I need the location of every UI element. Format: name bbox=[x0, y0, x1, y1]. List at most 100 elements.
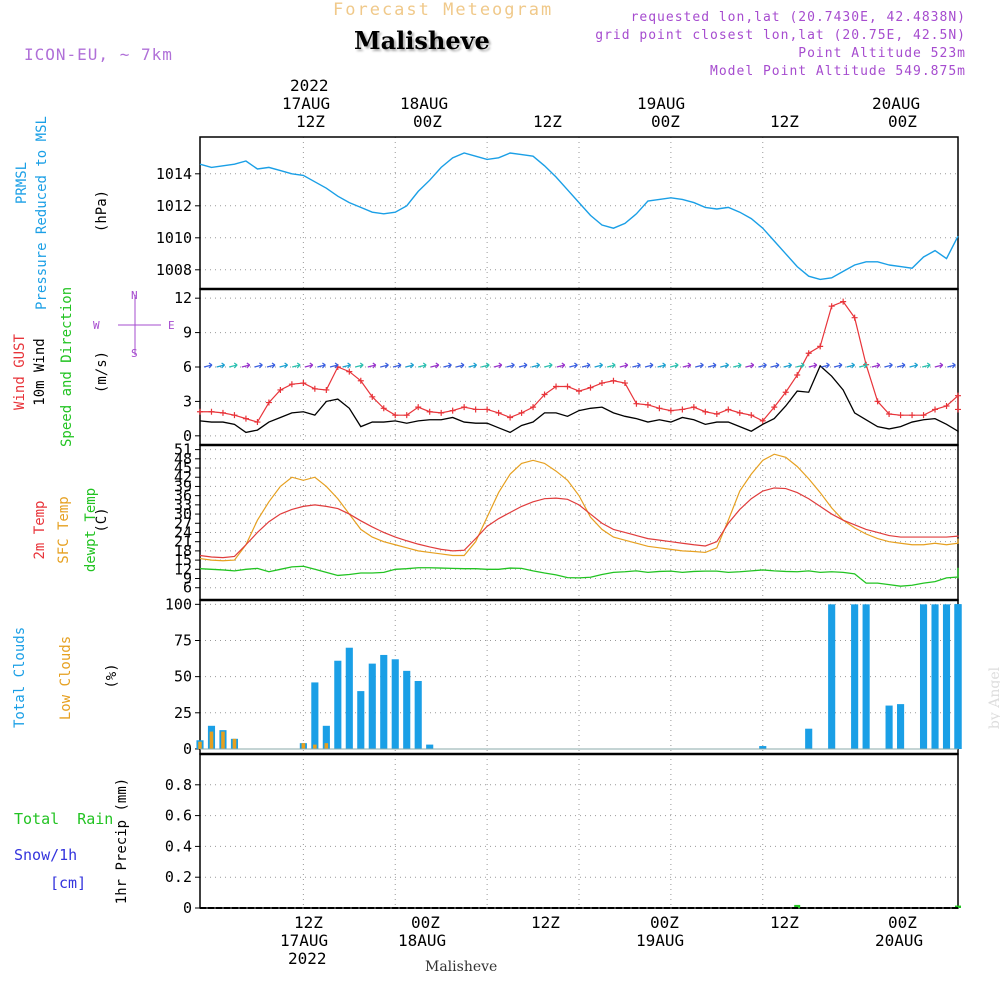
precip-ytick-label: 0.8 bbox=[165, 776, 192, 794]
wind-gust-point bbox=[886, 411, 893, 418]
wind-direction-arrow bbox=[733, 362, 742, 369]
wind-gust-point bbox=[311, 385, 318, 392]
total-cloud-bar bbox=[368, 663, 376, 749]
footer-location: Malisheve bbox=[425, 959, 498, 975]
pressure-ytick-label: 1014 bbox=[156, 165, 192, 183]
wind-gust-point bbox=[736, 409, 743, 416]
temp-ytick-label: 33 bbox=[174, 496, 192, 514]
precip-ytick-label: 0.4 bbox=[165, 837, 192, 855]
temp-ytick-label: 21 bbox=[174, 533, 192, 551]
wind-direction-arrow bbox=[657, 362, 667, 369]
wind-gust-point bbox=[564, 383, 571, 390]
top-year-label: 2022 bbox=[290, 76, 329, 95]
wind-gust-point bbox=[748, 412, 755, 419]
pressure-ytick-label: 1010 bbox=[156, 229, 192, 247]
wind-gust-point bbox=[449, 407, 456, 414]
wind-gust-point bbox=[828, 303, 835, 310]
wind-ytick-label: 6 bbox=[183, 358, 192, 376]
rain-bar bbox=[955, 905, 961, 908]
wind-gust-point bbox=[610, 377, 617, 384]
wind-direction-arrow bbox=[266, 362, 276, 369]
wind-gust-point bbox=[644, 401, 651, 408]
wind-gust-point bbox=[805, 350, 812, 357]
wind-direction-arrow bbox=[292, 362, 301, 369]
total-cloud-bar bbox=[311, 682, 319, 749]
temp-ytick-label: 18 bbox=[174, 542, 192, 560]
temp-dew-series-line bbox=[199, 565, 959, 587]
wind-direction-arrow bbox=[758, 362, 767, 369]
temp-sfc-series-line bbox=[199, 453, 959, 562]
wind-gust-point bbox=[713, 411, 720, 418]
wind-direction-arrow bbox=[380, 362, 389, 369]
rain-label: Total Rain bbox=[14, 810, 114, 828]
wind-gust-point bbox=[553, 383, 560, 390]
wind-gust-point bbox=[621, 380, 628, 387]
total-cloud-bar bbox=[403, 670, 411, 749]
total-cloud-bar bbox=[954, 604, 962, 749]
wind-gust-point bbox=[530, 404, 537, 411]
temp-ytick-label: 27 bbox=[174, 514, 192, 532]
temp-ytick-label: 15 bbox=[174, 551, 192, 569]
gridpoint-coords: grid point closest lon,lat (20.75E, 42.5… bbox=[595, 28, 966, 43]
wind-direction-arrow bbox=[229, 362, 238, 369]
top-tick-time-3: 00Z bbox=[651, 112, 680, 131]
temp-ytick-label: 36 bbox=[174, 487, 192, 505]
wind-direction-arrow bbox=[493, 362, 503, 369]
bottom-tick-date-1: 18AUG bbox=[398, 931, 447, 950]
snow-label: Snow/1h bbox=[14, 846, 78, 864]
bottom-tick-time-1: 00Z bbox=[411, 913, 440, 932]
wind-direction-arrow bbox=[619, 362, 629, 369]
wind-direction-arrow bbox=[418, 362, 427, 369]
wind-gust-point bbox=[472, 406, 479, 413]
low-cloud-bar bbox=[301, 743, 306, 749]
wind-gust-point bbox=[782, 389, 789, 396]
wind-direction-arrow bbox=[922, 362, 931, 369]
wind-direction-arrow bbox=[203, 362, 213, 369]
bottom-tick-date-0: 17AUG bbox=[280, 931, 329, 950]
wind-gust-point bbox=[369, 393, 376, 400]
wind-direction-arrow bbox=[934, 362, 944, 369]
bottom-tick-date-3: 19AUG bbox=[636, 931, 685, 950]
wind-gust-point bbox=[759, 417, 766, 424]
bottom-tick-year-0: 2022 bbox=[288, 949, 327, 968]
wind-gust-point bbox=[920, 412, 927, 419]
model-label: ICON-EU, ~ 7km bbox=[24, 45, 173, 64]
wind-direction-arrow bbox=[859, 362, 868, 369]
clouds-ytick-label: 0 bbox=[183, 740, 192, 758]
wind-gust-point bbox=[690, 404, 697, 411]
wind-gust-point bbox=[771, 404, 778, 411]
wind-gust-point bbox=[874, 398, 881, 405]
wind-gust-point bbox=[415, 404, 422, 411]
wind-gust-point bbox=[265, 399, 272, 406]
wind-direction-arrow bbox=[569, 362, 578, 369]
temp-ytick-label: 45 bbox=[174, 459, 192, 477]
compass-w: W bbox=[93, 319, 100, 332]
total-cloud-bar bbox=[759, 746, 767, 749]
total-cloud-bar bbox=[334, 660, 342, 749]
bottom-tick-time-2: 12Z bbox=[531, 913, 560, 932]
wind-direction-arrow bbox=[430, 362, 440, 369]
top-tick-time-1: 00Z bbox=[413, 112, 442, 131]
wind-gust-point bbox=[667, 407, 674, 414]
wind-direction-arrow bbox=[367, 362, 377, 369]
temp-ytick-label: 42 bbox=[174, 468, 192, 486]
forecast-banner: Forecast Meteogram bbox=[333, 0, 554, 20]
requested-coords: requested lon,lat (20.7430E, 42.4838N) bbox=[630, 10, 966, 25]
total-cloud-bar bbox=[897, 704, 905, 749]
wind-10m-series-line bbox=[199, 364, 959, 434]
top-tick-time-5: 00Z bbox=[888, 112, 917, 131]
wind-gust-point bbox=[576, 388, 582, 395]
wind-direction-arrow bbox=[644, 362, 654, 369]
wind-gust-point bbox=[656, 405, 663, 412]
wind-ytick-label: 3 bbox=[183, 392, 192, 410]
temp-ytick-label: 48 bbox=[174, 450, 192, 468]
wind-direction-arrow bbox=[670, 362, 679, 369]
low-cloud-bar bbox=[198, 741, 202, 749]
pressure-series-line bbox=[199, 152, 959, 281]
total-cloud-bar bbox=[851, 604, 859, 749]
wind-gust-point bbox=[288, 381, 295, 388]
wind-direction-arrow bbox=[342, 362, 352, 369]
wind-gust-point bbox=[598, 380, 605, 387]
bottom-tick-time-3: 00Z bbox=[650, 913, 679, 932]
